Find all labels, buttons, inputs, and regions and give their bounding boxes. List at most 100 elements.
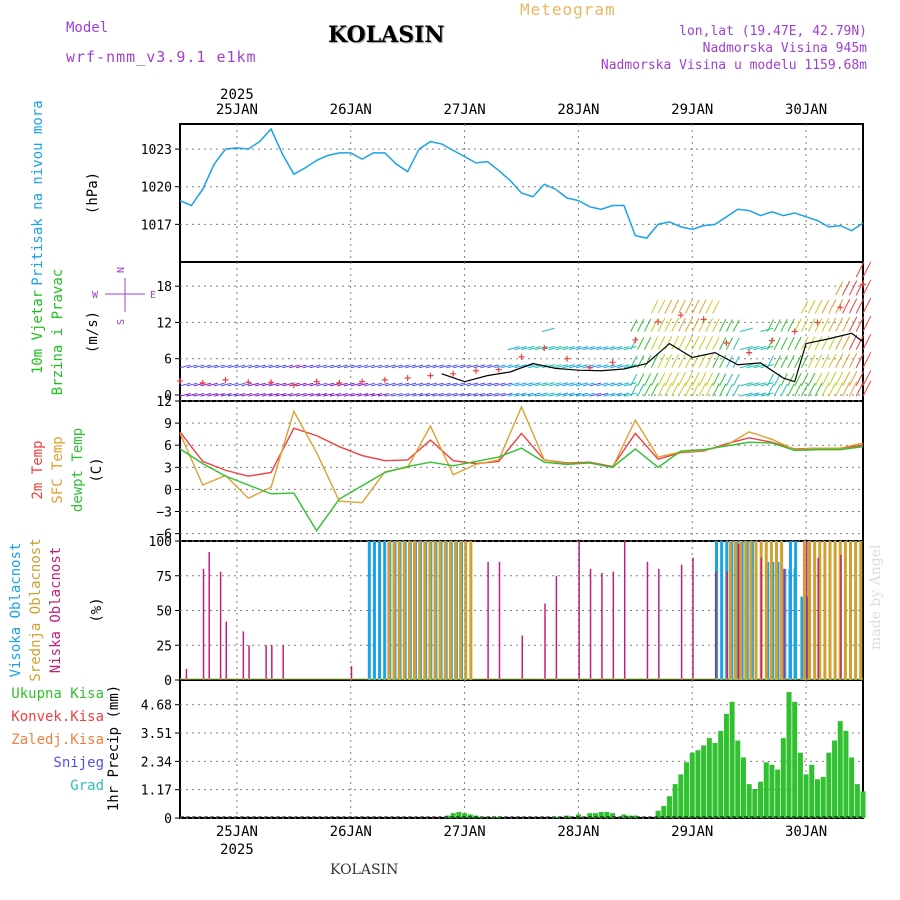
wind-barb [671,354,680,368]
precip-bar [723,713,729,818]
temp-axis-title-2m: 2m Temp [30,440,46,499]
wind-barb [555,382,569,387]
precip-bar [627,815,633,818]
wind-barb [848,352,858,368]
clouds-tick-label: 0 [164,674,172,689]
clouds-tick-label: 75 [156,570,172,585]
wind-barb [521,382,534,387]
cloud-mid-bar [438,541,442,680]
wind-barb [794,373,802,387]
wind-barb [623,345,637,351]
wind-barb [821,336,830,350]
wind-barb [650,300,659,314]
wind-barb [787,373,795,387]
wind-barb [698,335,707,350]
wind-barb [364,392,376,397]
wind-barb [289,364,300,369]
wind-barb [678,299,686,314]
wind-barb [507,364,520,369]
wind-barb [766,355,774,368]
wind-barb [412,392,424,397]
wind-barb [664,299,673,314]
precip-bar [803,774,809,818]
wind-barb [398,392,410,397]
wind-barb [657,382,666,397]
wind-barb [705,299,714,314]
wind-barb [405,392,417,397]
cloud-low-bar [760,557,763,680]
wind-barb [507,392,520,397]
cloud-mid-bar [744,541,748,680]
cloud-low-bar [208,552,210,680]
pressure-line [179,127,864,239]
wind-barb [391,364,403,369]
wind-speed-marker [768,337,775,344]
wind-barb [576,364,589,369]
wind-barb [275,393,287,397]
wind-barb [350,364,362,369]
wind-barb [828,382,837,397]
precip-bar [701,745,707,818]
precip-tick-label: 0 [164,812,172,827]
wind-barb [248,364,259,369]
wind-barb [828,317,837,332]
wind-barb [309,382,321,387]
wind-barb [664,372,673,387]
cloud-high-bar [378,541,382,680]
wind-barb [214,392,225,397]
wind-barb [753,392,767,397]
wind-barb [835,382,844,397]
wind-barb [582,392,595,397]
cloud-low-bar [589,568,592,680]
cloud-mid-bar [764,541,768,680]
precip-bar [621,814,627,818]
cloud-mid-bar [428,541,432,680]
wind-barb [500,392,513,397]
wind-barb [357,382,369,387]
wind-barb [357,392,369,397]
wind-barb [623,392,637,397]
wind-barb [589,346,602,351]
wind-tick-label: 12 [156,316,172,331]
precip-bar [632,815,638,818]
precip-bar [666,796,672,818]
wind-barb [753,345,767,351]
precip-bar [718,730,724,818]
wind-barb [343,364,355,369]
wind-axis-title-1: 10m Vjetar [30,290,46,374]
credit-label: made by Angel [868,544,884,651]
temperature-tick-label: 0 [164,483,172,498]
wind-barb [535,382,548,387]
wind-speed-marker [586,364,593,371]
wind-barb [562,364,575,369]
precip-bar [610,813,616,818]
wind-barb [466,382,479,387]
wind-barb [773,319,781,332]
cloud-mid-bar [397,541,401,680]
wind-barb [302,382,314,387]
wind-barb [466,392,479,397]
wind-barb [480,364,492,369]
cloud-mid-bar [859,541,863,680]
precip-tick-label: 1.17 [141,784,172,799]
clouds-tick-label: 25 [156,639,172,654]
wind-barb [377,392,389,397]
precip-bar [763,762,769,818]
pressure-tick-label: 1020 [141,181,172,196]
wind-barb [794,383,802,397]
cloud-low-bar [271,645,273,680]
cloud-low-bar [555,575,558,680]
wind-barb [282,364,293,369]
cloud-low-bar [487,561,489,680]
precip-bar [735,740,741,818]
precip-legend-item: Konvek.Kisa [11,709,104,725]
temp-axis-title-dewpt: dewpt Temp [70,428,86,512]
wind-barb [678,353,686,368]
wind-barb [814,318,823,332]
bottom-year-label: 2025 [220,842,254,858]
wind-barb [705,318,714,332]
cloud-low-bar [646,561,649,680]
clouds-tick-label: 100 [149,535,172,550]
wind-barb [302,393,314,397]
precip-bar [797,752,803,818]
